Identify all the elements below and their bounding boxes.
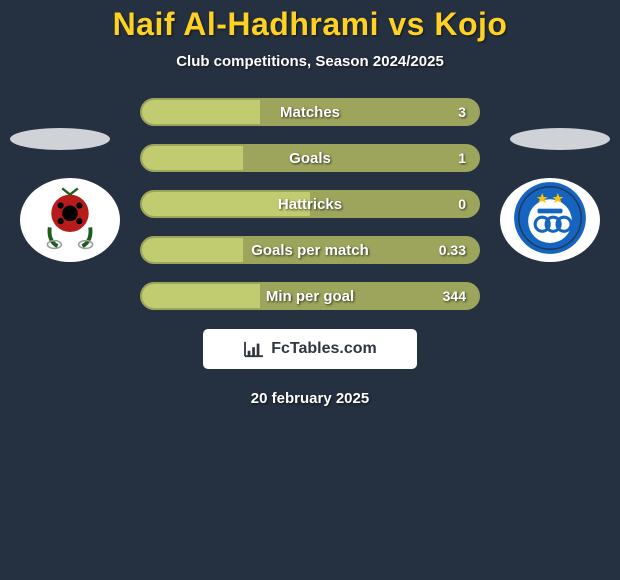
stat-value: 3 — [458, 104, 466, 120]
page-title: Naif Al-Hadhrami vs Kojo — [0, 6, 620, 43]
stat-row-goals: Goals 1 — [140, 144, 480, 172]
footer-date: 20 february 2025 — [0, 390, 620, 407]
player-photo-placeholder-right — [510, 128, 610, 150]
brand-box[interactable]: FcTables.com — [202, 328, 418, 370]
club-logo-left-icon — [28, 179, 112, 262]
stat-label: Min per goal — [142, 288, 478, 305]
stat-label: Goals per match — [142, 242, 478, 259]
club-logo-right-icon — [508, 179, 592, 262]
stat-row-goals-per-match: Goals per match 0.33 — [140, 236, 480, 264]
brand-label: FcTables.com — [271, 340, 377, 358]
stat-label: Matches — [142, 104, 478, 121]
stat-value: 1 — [458, 150, 466, 166]
club-badge-right — [500, 178, 600, 262]
player-photo-placeholder-left — [10, 128, 110, 150]
stat-label: Hattricks — [142, 196, 478, 213]
stat-value: 344 — [443, 288, 466, 304]
page-subtitle: Club competitions, Season 2024/2025 — [0, 53, 620, 70]
stat-row-min-per-goal: Min per goal 344 — [140, 282, 480, 310]
infographic-container: Naif Al-Hadhrami vs Kojo Club competitio… — [0, 0, 620, 407]
stat-value: 0.33 — [439, 242, 466, 258]
stat-value: 0 — [458, 196, 466, 212]
stat-label: Goals — [142, 150, 478, 167]
stats-list: Matches 3 Goals 1 Hattricks 0 Goals per … — [140, 98, 480, 310]
bar-chart-icon — [243, 340, 265, 358]
club-badge-left — [20, 178, 120, 262]
stat-row-hattricks: Hattricks 0 — [140, 190, 480, 218]
stat-row-matches: Matches 3 — [140, 98, 480, 126]
